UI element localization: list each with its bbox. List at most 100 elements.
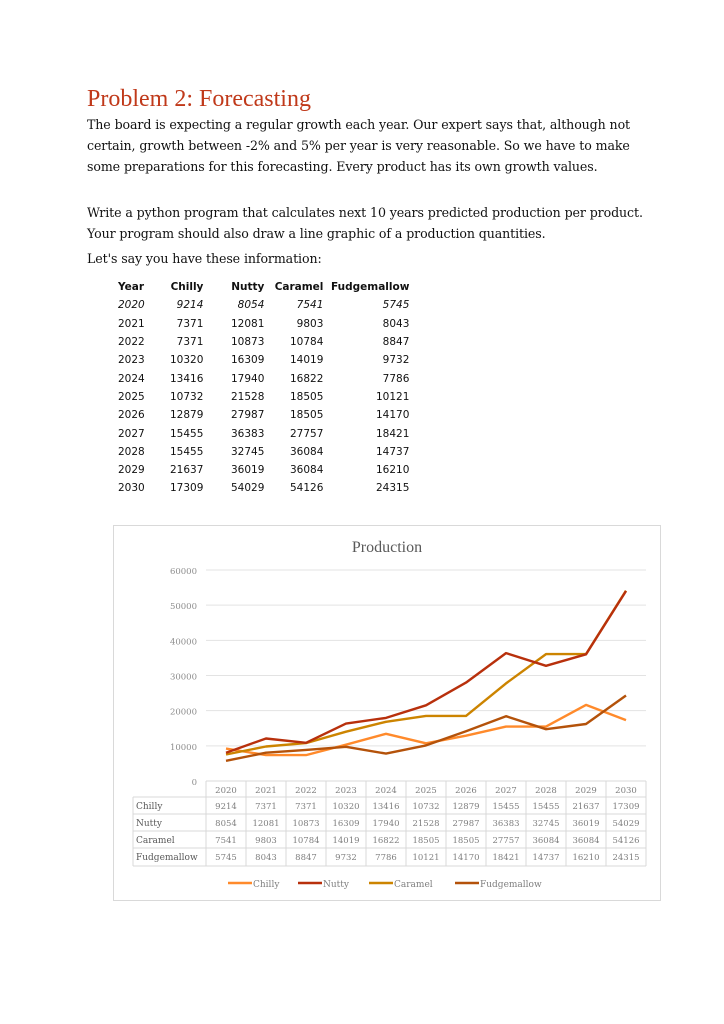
table-cell: 7541 (296, 299, 324, 312)
data-table-value: 10873 (292, 819, 319, 829)
table-cell: 36019 (231, 464, 265, 477)
header-chilly: Chilly (170, 281, 204, 294)
data-table-value: 8043 (255, 853, 277, 863)
table-cell: 54126 (290, 482, 324, 495)
table-cell: 9732 (382, 354, 410, 367)
table-cell: 9214 (176, 299, 204, 312)
x-tick-label: 2021 (255, 786, 277, 796)
table-cell: 10873 (231, 336, 265, 349)
table-cell: 7786 (382, 372, 410, 385)
table-cell: 15455 (170, 445, 204, 458)
data-table-value: 10121 (412, 853, 439, 863)
data-table-value: 10320 (332, 802, 359, 812)
table-cell: 14019 (290, 354, 324, 367)
x-tick-label: 2023 (335, 786, 357, 796)
table-cell: 12879 (170, 409, 204, 422)
x-tick-label: 2030 (615, 786, 637, 796)
x-tick-label: 2026 (455, 786, 477, 796)
table-cell: 36084 (290, 445, 324, 458)
table-cell: 32745 (231, 445, 265, 458)
data-table-value: 18421 (492, 853, 519, 863)
table-cell: 8054 (237, 299, 265, 312)
data-table-value: 36084 (572, 836, 599, 846)
table-row: 2028 15455 32745 36084 14737 (112, 443, 409, 461)
series-line-nutty (225, 590, 628, 754)
y-tick-label: 10000 (170, 743, 197, 753)
data-table-value: 9732 (335, 853, 357, 863)
table-cell: 21528 (231, 390, 265, 403)
table-cell: 14737 (376, 445, 410, 458)
table-cell: 15455 (170, 427, 204, 440)
x-tick-label: 2027 (495, 786, 517, 796)
data-table-value: 10784 (292, 836, 319, 846)
table-cell: 5745 (382, 299, 410, 312)
y-tick-label: 0 (192, 778, 197, 788)
y-tick-label: 40000 (170, 637, 197, 647)
data-table-value: 32745 (532, 819, 559, 829)
table-cell: 2025 (118, 390, 145, 403)
data-table-series-label: Caramel (136, 836, 175, 846)
data-table-value: 54126 (612, 836, 639, 846)
x-tick-label: 2022 (295, 786, 317, 796)
series-line-caramel (225, 590, 628, 756)
table-row: 2027 15455 36383 27757 18421 (112, 424, 409, 442)
table-cell: 16822 (290, 372, 324, 385)
table-cell: 10121 (376, 390, 410, 403)
data-table-value: 36084 (532, 836, 559, 846)
table-cell: 14170 (376, 409, 410, 422)
x-tick-label: 2024 (375, 786, 397, 796)
info-paragraph: Let's say you have these information: (87, 251, 322, 266)
data-table-value: 18505 (412, 836, 439, 846)
legend-label: Caramel (394, 880, 433, 890)
table-cell: 2029 (118, 464, 145, 477)
table-cell: 2023 (118, 354, 145, 367)
x-tick-label: 2028 (535, 786, 557, 796)
header-caramel: Caramel (274, 281, 324, 294)
y-tick-label: 50000 (170, 602, 197, 612)
y-tick-label: 60000 (170, 567, 197, 577)
table-cell: 17309 (170, 482, 204, 495)
data-table-value: 15455 (492, 802, 519, 812)
data-table-series-label: Fudgemallow (136, 853, 198, 863)
table-cell: 2027 (118, 427, 145, 440)
series-line-fudgemallow (225, 694, 627, 762)
task-paragraph: Write a python program that calculates n… (87, 205, 643, 241)
production-table: Year Chilly Nutty Caramel Fudgemallow 20… (112, 278, 409, 498)
table-cell: 36383 (231, 427, 265, 440)
data-table-value: 14019 (332, 836, 359, 846)
data-table-value: 54029 (612, 819, 639, 829)
series-line-chilly (225, 703, 627, 757)
table-cell: 24315 (376, 482, 410, 495)
data-table-value: 7541 (215, 836, 237, 846)
legend-label: Chilly (253, 880, 280, 890)
table-row: 2026 12879 27987 18505 14170 (112, 406, 409, 424)
table-cell: 8043 (382, 317, 410, 330)
data-table-value: 36383 (492, 819, 519, 829)
table-cell: 10784 (290, 336, 324, 349)
table-row: 2024 13416 17940 16822 7786 (112, 369, 409, 387)
table-cell: 9803 (296, 317, 324, 330)
data-table-value: 8054 (215, 819, 237, 829)
table-row: 2020 9214 8054 7541 5745 (112, 296, 409, 314)
legend-label: Nutty (323, 880, 350, 890)
table-cell: 17940 (231, 372, 265, 385)
table-row: 2030 17309 54029 54126 24315 (112, 479, 409, 497)
data-table-value: 16309 (332, 819, 359, 829)
data-table-value: 27987 (452, 819, 479, 829)
y-tick-label: 30000 (170, 673, 197, 683)
data-table-value: 9803 (255, 836, 277, 846)
data-table-value: 8847 (295, 853, 317, 863)
table-row: 2023 10320 16309 14019 9732 (112, 351, 409, 369)
data-table-value: 36019 (572, 819, 599, 829)
data-table-value: 17309 (612, 802, 639, 812)
x-tick-label: 2025 (415, 786, 437, 796)
data-table-value: 12879 (452, 802, 479, 812)
x-tick-label: 2020 (215, 786, 237, 796)
table-cell: 10320 (170, 354, 204, 367)
data-table-value: 13416 (372, 802, 399, 812)
data-table-value: 17940 (372, 819, 399, 829)
data-table-value: 16822 (372, 836, 399, 846)
legend-label: Fudgemallow (480, 880, 542, 890)
table-header-row: Year Chilly Nutty Caramel Fudgemallow (112, 278, 409, 296)
data-table-value: 7786 (375, 853, 397, 863)
